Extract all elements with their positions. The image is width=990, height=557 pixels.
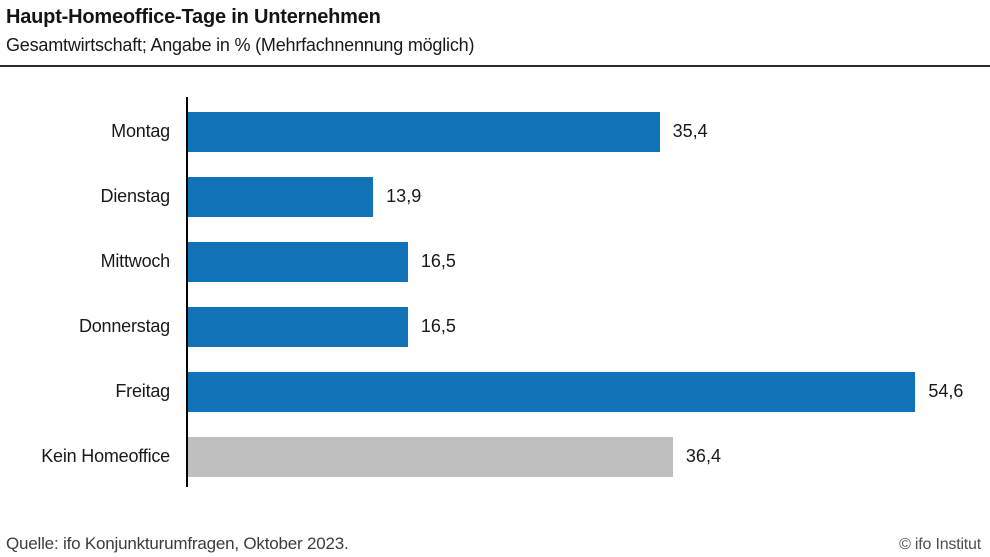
bar <box>188 371 916 412</box>
category-label: Dienstag <box>100 186 171 206</box>
chart-row: Montag 35,4 <box>0 99 990 164</box>
chart-footer: Quelle: ifo Konjunkturumfragen, Oktober … <box>6 534 981 554</box>
bar-area: 36,4 <box>188 424 990 489</box>
category-label: Kein Homeoffice <box>41 446 170 466</box>
bar-value-label: 16,5 <box>420 316 456 336</box>
bar-area: 16,5 <box>188 294 990 359</box>
chart-title: Haupt-Homeoffice-Tage in Unternehmen <box>6 6 381 28</box>
bar-value-label: 36,4 <box>685 446 721 466</box>
bar-value-label: 54,6 <box>928 381 964 401</box>
category-label: Freitag <box>115 381 170 401</box>
chart-row: Donnerstag 16,5 <box>0 294 990 359</box>
y-axis-line <box>186 97 188 487</box>
category-label: Mittwoch <box>100 251 171 271</box>
bar-chart: Montag 35,4 Dienstag 13,9 Mittwoch 16,5 Donner… <box>0 97 990 489</box>
bar-area: 35,4 <box>188 99 990 164</box>
bar-area: 16,5 <box>188 229 990 294</box>
bar-area: 54,6 <box>188 359 990 424</box>
bar <box>188 306 408 347</box>
header-divider <box>0 65 990 67</box>
chart-row: Freitag 54,6 <box>0 359 990 424</box>
bar <box>188 241 408 282</box>
chart-subtitle: Gesamtwirtschaft; Angabe in % (Mehrfachn… <box>6 35 475 55</box>
bar <box>188 176 374 217</box>
bar-value-label: 16,5 <box>420 251 456 271</box>
bar-area: 13,9 <box>188 164 990 229</box>
chart-header: Haupt-Homeoffice-Tage in Unternehmen Ges… <box>0 0 990 56</box>
chart-row: Mittwoch 16,5 <box>0 229 990 294</box>
category-label: Montag <box>111 121 170 141</box>
bar-value-label: 35,4 <box>672 121 708 141</box>
bar <box>188 436 673 477</box>
source-note: Quelle: ifo Konjunkturumfragen, Oktober … <box>6 534 349 553</box>
copyright-note: © ifo Institut <box>899 536 981 553</box>
category-label: Donnerstag <box>78 316 170 336</box>
chart-row: Dienstag 13,9 <box>0 164 990 229</box>
bar-value-label: 13,9 <box>386 186 422 206</box>
bar <box>188 111 660 152</box>
chart-row: Kein Homeoffice 36,4 <box>0 424 990 489</box>
